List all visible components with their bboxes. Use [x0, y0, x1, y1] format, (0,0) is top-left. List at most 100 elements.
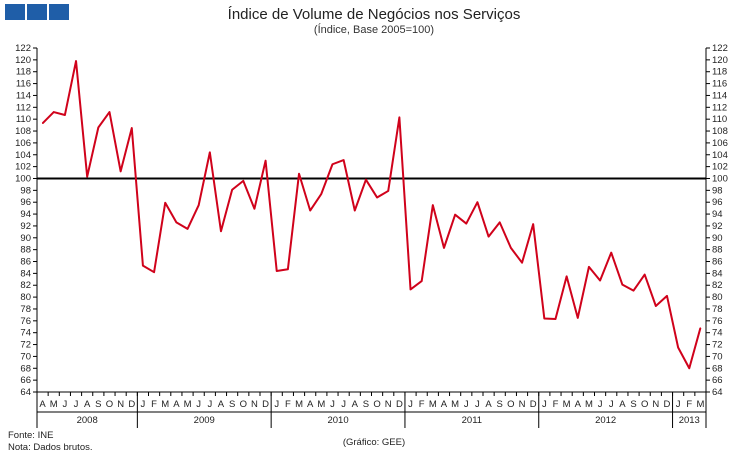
y-tick-label: 86 — [20, 257, 31, 268]
y-tick-label: 78 — [20, 304, 31, 315]
data-point — [432, 204, 434, 206]
data-point — [253, 208, 256, 210]
y-tick-label: 98 — [20, 185, 31, 196]
data-point — [97, 126, 99, 129]
x-tick-label: A — [84, 399, 91, 410]
y-tick-label: 118 — [16, 67, 31, 78]
y-tick-label: 68 — [712, 363, 723, 374]
data-point — [108, 111, 111, 113]
data-point — [220, 230, 222, 232]
y-tick-label: 66 — [20, 375, 31, 386]
x-tick-label: A — [441, 399, 448, 410]
y-tick-label: 116 — [712, 79, 727, 90]
y-tick-label: 120 — [712, 55, 728, 66]
x-tick-label: O — [106, 399, 113, 410]
x-tick-label: M — [161, 399, 169, 410]
x-tick-label: A — [485, 399, 492, 410]
x-tick-label: O — [641, 399, 648, 410]
data-point — [309, 209, 311, 212]
x-tick-label: D — [128, 399, 135, 410]
data-point — [365, 179, 367, 181]
x-tick-label: S — [229, 399, 235, 410]
x-tick-label: N — [519, 399, 526, 410]
x-tick-label: N — [117, 399, 124, 410]
data-point — [699, 327, 702, 329]
data-point — [398, 116, 400, 118]
data-point — [532, 223, 534, 225]
x-tick-label: M — [696, 399, 704, 410]
plot-area — [36, 48, 707, 392]
data-point — [521, 262, 523, 264]
y-tick-label: 122 — [712, 43, 728, 54]
x-tick-label: S — [497, 399, 503, 410]
data-point — [242, 180, 244, 182]
y-tick-label: 66 — [712, 375, 723, 386]
x-tick-label: A — [218, 399, 225, 410]
x-tick-label: O — [240, 399, 247, 410]
x-tick-label: M — [317, 399, 325, 410]
x-tick-label: M — [295, 399, 303, 410]
y-tick-label: 114 — [16, 90, 31, 101]
data-point — [75, 60, 77, 62]
x-tick-label: M — [184, 399, 192, 410]
x-tick-label: J — [141, 399, 146, 410]
x-tick-label: A — [352, 399, 359, 410]
y-tick-label: 84 — [712, 268, 723, 279]
x-tick-label: M — [563, 399, 571, 410]
y-tick-label: 122 — [15, 43, 31, 54]
x-tick-label: S — [363, 399, 369, 410]
data-point — [298, 173, 300, 175]
x-tick-label: J — [196, 399, 201, 410]
y-tick-label: 70 — [712, 351, 723, 362]
data-point — [554, 318, 557, 320]
x-tick-label: S — [95, 399, 101, 410]
year-label: 2011 — [462, 415, 482, 426]
data-point — [566, 275, 568, 277]
x-tick-label: F — [553, 399, 559, 410]
data-point — [264, 160, 267, 162]
data-point — [487, 236, 490, 238]
x-tick-label: A — [619, 399, 626, 410]
y-tick-label: 92 — [20, 221, 31, 232]
x-tick-label: M — [50, 399, 58, 410]
data-point — [209, 151, 211, 153]
data-point — [276, 270, 278, 272]
y-tick-label: 80 — [712, 292, 723, 303]
data-point — [543, 317, 545, 320]
x-tick-label: D — [530, 399, 537, 410]
data-point — [376, 196, 378, 199]
data-point — [454, 214, 456, 216]
y-tick-label: 112 — [16, 102, 31, 113]
data-point — [610, 252, 612, 254]
data-point — [666, 295, 668, 297]
y-tick-label: 72 — [712, 340, 723, 351]
x-tick-label: J — [74, 399, 79, 410]
data-point — [231, 189, 233, 191]
y-tick-label: 82 — [20, 280, 31, 291]
year-label: 2013 — [679, 415, 700, 426]
y-tick-label: 104 — [15, 150, 31, 161]
x-tick-label: M — [585, 399, 593, 410]
y-tick-label: 84 — [20, 268, 31, 279]
data-point — [677, 346, 679, 349]
x-tick-label: J — [274, 399, 279, 410]
x-tick-label: F — [151, 399, 157, 410]
data-point — [120, 170, 122, 172]
data-point — [632, 289, 635, 292]
year-label: 2012 — [595, 415, 616, 426]
data-point — [41, 122, 44, 124]
y-tick-label: 76 — [712, 316, 723, 327]
y-tick-label: 120 — [15, 55, 31, 66]
y-tick-label: 76 — [20, 316, 31, 327]
x-tick-label: S — [630, 399, 636, 410]
y-tick-label: 68 — [20, 363, 31, 374]
data-point — [354, 209, 356, 212]
data-point — [443, 247, 445, 249]
x-tick-label: N — [385, 399, 392, 410]
data-point — [198, 204, 200, 206]
y-tick-label: 110 — [712, 114, 727, 125]
y-tick-label: 114 — [712, 90, 727, 101]
x-tick-label: M — [451, 399, 459, 410]
y-tick-label: 96 — [712, 197, 723, 208]
